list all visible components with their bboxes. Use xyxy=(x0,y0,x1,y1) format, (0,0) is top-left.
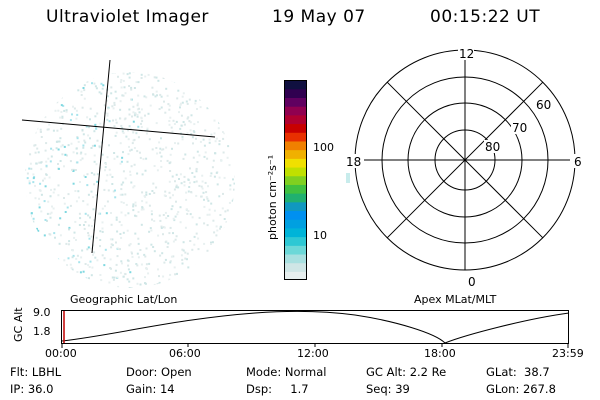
colorbar-band xyxy=(284,227,307,238)
xtick-1800: 18:00 xyxy=(424,347,456,360)
date-label: 19 May 07 xyxy=(272,7,366,27)
xtick-0000: 00:00 xyxy=(45,347,77,360)
timeline-ylabel: GC Alt xyxy=(12,307,25,342)
colorbar-band xyxy=(284,236,307,246)
colorbar-band xyxy=(284,184,307,194)
colorbar-unit-label: photon cm⁻²s⁻¹ xyxy=(266,155,279,240)
colorbar-band xyxy=(284,97,307,107)
glat-info: GLat: 38.7 xyxy=(486,365,550,379)
geographic-image xyxy=(21,59,235,288)
geo-title: Geographic Lat/Lon xyxy=(70,293,178,306)
xtick-0600: 06:00 xyxy=(169,347,201,360)
colorbar-tick-100: 100 xyxy=(313,141,334,154)
colorbar-band xyxy=(284,140,307,151)
colorbar-band xyxy=(284,158,307,168)
colorbar-band xyxy=(284,193,307,203)
altitude-timeline xyxy=(61,310,570,348)
seq-info: Seq: 39 xyxy=(366,382,410,396)
mode-info: Mode: Normal xyxy=(246,365,327,379)
colorbar-band xyxy=(284,80,307,90)
apex-title: Apex MLat/MLT xyxy=(414,293,497,306)
time-label: 00:15:22 UT xyxy=(430,7,541,27)
colorbar-band xyxy=(284,219,307,229)
polar-plot: 12 18 6 0 80 70 60 xyxy=(342,48,584,289)
mlt-label-18: 18 xyxy=(346,155,361,169)
door-info: Door: Open xyxy=(126,365,192,379)
lon-line xyxy=(91,59,111,254)
colorbar-band xyxy=(284,123,307,133)
colorbar-band xyxy=(284,253,307,264)
colorbar-band xyxy=(284,166,307,177)
xtick-1200: 12:00 xyxy=(297,347,329,360)
lat-line xyxy=(21,119,216,138)
colorbar xyxy=(284,80,307,280)
lat-label-60: 60 xyxy=(536,98,551,112)
colorbar-band xyxy=(284,132,307,142)
colorbar-band xyxy=(284,210,307,220)
mlt-label-6: 6 xyxy=(574,155,582,169)
colorbar-band xyxy=(284,262,307,272)
emission-speckles xyxy=(25,72,235,288)
ytick-9: 9.0 xyxy=(33,306,51,319)
ytick-1-8: 1.8 xyxy=(33,325,51,338)
svg-text:GC Alt: GC Alt xyxy=(12,307,25,342)
instrument-title: Ultraviolet Imager xyxy=(46,7,209,27)
lat-label-80: 80 xyxy=(485,140,500,154)
colorbar-band xyxy=(284,201,307,212)
dsp-info: Dsp: 1.7 xyxy=(246,382,309,396)
mlt-label-12: 12 xyxy=(459,48,474,61)
colorbar-tick-10: 10 xyxy=(313,229,327,242)
svg-text:photon cm⁻²s⁻¹: photon cm⁻²s⁻¹ xyxy=(266,155,279,240)
xtick-2359: 23:59 xyxy=(552,347,584,360)
glon-info: GLon: 267.8 xyxy=(486,382,556,396)
gc-alt-info: GC Alt: 2.2 Re xyxy=(366,365,447,379)
gain-info: Gain: 14 xyxy=(126,382,175,396)
filter-info: Flt: LBHL xyxy=(10,365,62,379)
ip-info: IP: 36.0 xyxy=(10,382,54,396)
colorbar-band xyxy=(284,175,307,185)
colorbar-band xyxy=(284,114,307,125)
colorbar-band xyxy=(284,106,307,116)
colorbar-band xyxy=(284,245,307,255)
colorbar-band xyxy=(284,271,307,280)
mlt-label-0: 0 xyxy=(468,275,476,289)
colorbar-band xyxy=(284,149,307,159)
colorbar-band xyxy=(284,88,307,98)
lat-label-70: 70 xyxy=(512,121,527,135)
